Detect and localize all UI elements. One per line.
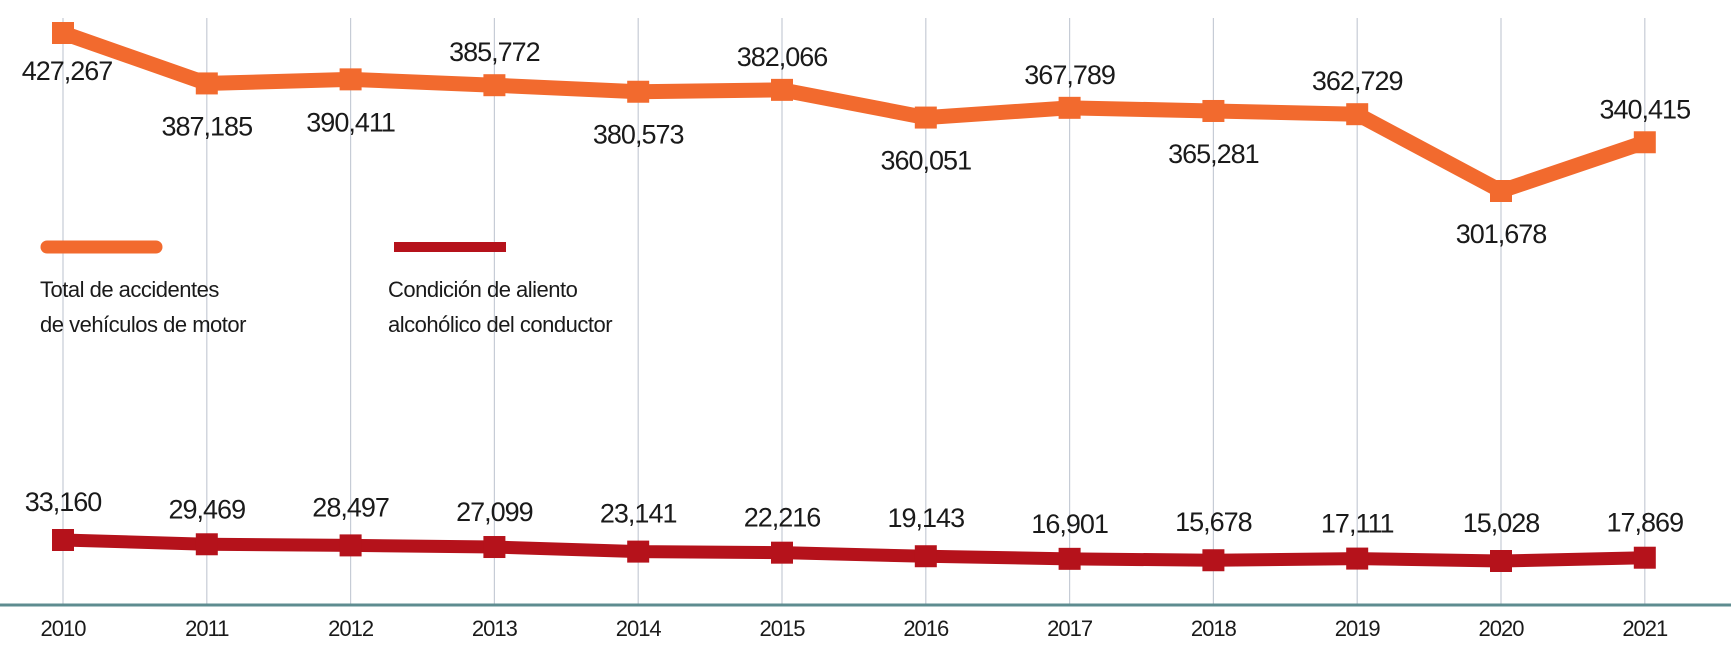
data-point-marker <box>627 80 650 103</box>
data-label: 15,678 <box>1175 507 1252 537</box>
data-label: 33,160 <box>25 487 102 517</box>
x-tick-label: 2010 <box>41 616 87 641</box>
data-point-marker <box>771 541 793 564</box>
data-label: 23,141 <box>600 499 677 529</box>
legend-alcohol-line2: alcohólico del conductor <box>388 312 613 337</box>
data-point-marker <box>52 22 74 44</box>
data-point-marker <box>1346 103 1369 126</box>
x-tick-label: 2012 <box>328 616 374 641</box>
data-label: 385,772 <box>449 37 540 67</box>
x-tick-label: 2011 <box>185 616 229 641</box>
data-point-marker <box>914 106 937 129</box>
legend-total-line1: Total de accidentes <box>40 277 219 302</box>
data-point-marker <box>339 68 362 91</box>
data-label: 427,267 <box>22 56 113 86</box>
legend-label-total: Total de accidentes de vehículos de moto… <box>40 272 246 342</box>
data-label: 28,497 <box>312 492 389 522</box>
data-label: 390,411 <box>306 107 395 137</box>
data-label: 16,901 <box>1031 509 1108 539</box>
data-label: 17,111 <box>1321 509 1394 539</box>
data-label: 19,143 <box>888 503 965 533</box>
data-label: 365,281 <box>1168 139 1259 169</box>
legend-total-line2: de vehículos de motor <box>40 312 246 337</box>
x-tick-label: 2018 <box>1191 616 1237 641</box>
data-point-marker <box>1346 547 1369 570</box>
data-label: 22,216 <box>744 503 821 533</box>
data-point-marker <box>52 529 74 551</box>
data-point-marker <box>1202 99 1225 122</box>
x-tick-label: 2019 <box>1335 616 1381 641</box>
x-tick-label: 2013 <box>472 616 518 641</box>
data-label: 387,185 <box>161 111 252 141</box>
data-label: 382,066 <box>737 42 828 72</box>
legend-alcohol-line1: Condición de aliento <box>388 277 578 302</box>
data-point-marker <box>1633 546 1656 569</box>
data-point-marker <box>1490 180 1512 202</box>
data-label: 27,099 <box>456 497 533 527</box>
data-point-marker <box>771 78 793 101</box>
data-label: 362,729 <box>1312 66 1403 96</box>
data-point-marker <box>483 536 506 559</box>
data-point-marker <box>1058 547 1081 570</box>
x-tick-label: 2016 <box>903 616 949 641</box>
data-label: 15,028 <box>1463 508 1540 538</box>
data-point-marker <box>627 540 650 563</box>
data-label: 380,573 <box>593 120 684 150</box>
x-tick-label: 2021 <box>1622 616 1668 641</box>
x-tick-label: 2020 <box>1479 616 1525 641</box>
data-point-marker <box>195 72 218 95</box>
data-point-marker <box>914 545 937 568</box>
data-label: 17,869 <box>1607 508 1684 538</box>
data-point-marker <box>1633 131 1656 154</box>
data-point-marker <box>1490 550 1512 572</box>
series-line-0 <box>60 25 1648 200</box>
x-tick-label: 2015 <box>760 616 806 641</box>
data-label: 360,051 <box>880 146 971 176</box>
data-point-marker <box>1058 96 1081 119</box>
data-point-marker <box>195 533 218 556</box>
data-point-marker <box>339 534 362 557</box>
series-line-1 <box>62 533 1645 568</box>
data-point-marker <box>1202 549 1225 572</box>
data-label: 340,415 <box>1599 94 1690 124</box>
x-tick-label: 2014 <box>616 616 662 641</box>
data-label: 301,678 <box>1456 219 1547 249</box>
data-point-marker <box>483 74 506 97</box>
data-label: 29,469 <box>169 494 246 524</box>
legend-label-alcohol: Condición de aliento alcohólico del cond… <box>388 272 613 342</box>
data-label: 367,789 <box>1024 60 1115 90</box>
x-tick-label: 2017 <box>1047 616 1093 641</box>
